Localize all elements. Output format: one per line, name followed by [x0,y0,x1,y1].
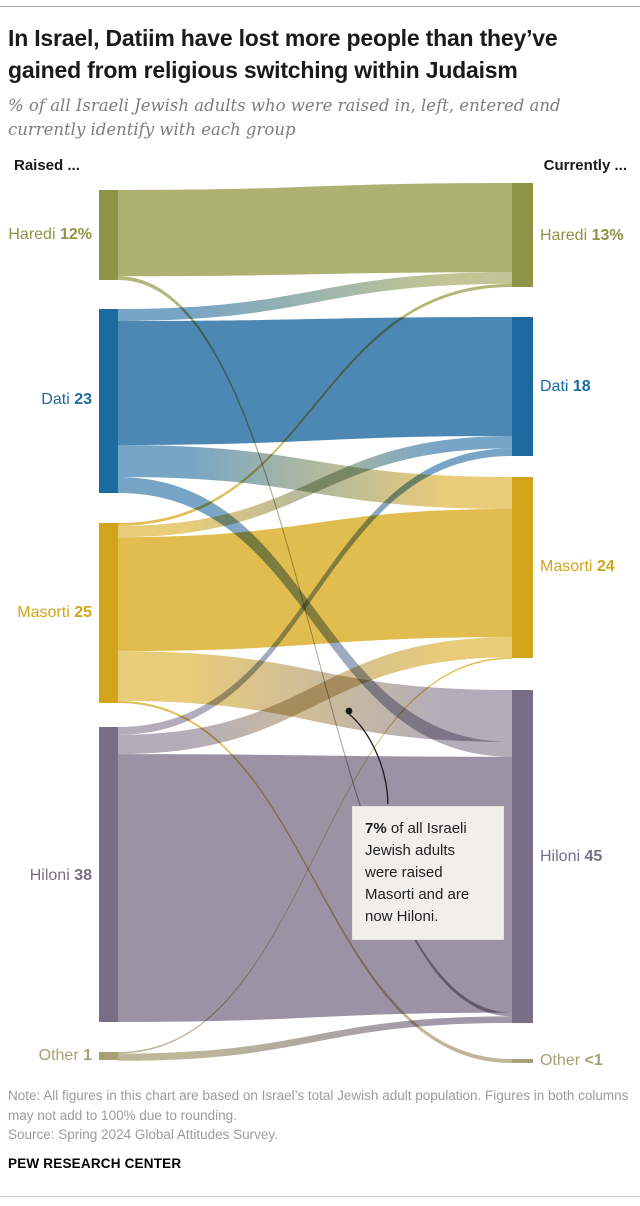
node-currently-haredi [512,183,533,287]
label-raised-haredi: Haredi 12% [8,226,92,243]
chart-subtitle: % of all Israeli Jewish adults who were … [8,96,561,139]
flow-haredi-to-hiloni [118,276,512,1017]
annotation-leader-line [348,713,389,805]
label-raised-masorti: Masorti 25 [17,604,92,621]
top-divider [0,6,640,7]
flow-dati-to-hiloni [118,477,512,757]
node-raised-hiloni [99,727,118,1022]
label-raised-hiloni: Hiloni 38 [29,867,92,884]
node-currently-other [512,1059,533,1063]
label-currently-masorti: Masorti 24 [540,558,615,575]
flow-dati-to-haredi [118,272,512,321]
column-header-currently: Currently ... [543,157,627,174]
node-raised-dati [99,309,118,493]
flow-masorti-to-haredi [118,283,512,526]
label-currently-hiloni: Hiloni 45 [540,848,603,865]
bottom-divider [0,1196,640,1197]
flow-masorti-to-other [118,700,512,1063]
flow-masorti-to-masorti [118,509,512,652]
node-currently-dati [512,317,533,456]
node-currently-hiloni [512,690,533,1023]
node-raised-haredi [99,190,118,280]
flow-other-to-masorti [118,657,512,1054]
flow-hiloni-to-dati [118,448,512,735]
annotation-callout: 7% of all Israeli Jewish adults were rai… [352,806,504,940]
brand-mark: PEW RESEARCH CENTER [8,1156,182,1171]
label-currently-haredi: Haredi 13% [540,227,624,244]
column-header-raised: Raised ... [14,157,80,174]
node-raised-masorti [99,523,118,703]
flow-other-to-hiloni [118,1016,512,1061]
annotation-dot [345,707,353,715]
label-currently-dati: Dati 18 [540,378,591,395]
flow-hiloni-to-masorti [118,637,512,755]
node-currently-masorti [512,477,533,658]
label-raised-other: Other 1 [38,1047,92,1064]
node-raised-other [99,1052,118,1060]
flow-dati-to-dati [118,317,512,445]
flow-dati-to-masorti [118,445,512,510]
flow-masorti-to-dati [118,436,512,538]
source-line: Source: Spring 2024 Global Attitudes Sur… [8,1127,278,1142]
flow-haredi-to-haredi [118,183,512,277]
footnote: Note: All figures in this chart are base… [8,1088,629,1123]
label-currently-other: Other <1 [540,1052,603,1069]
label-raised-dati: Dati 23 [41,391,92,408]
chart-title: In Israel, Datiim have lost more people … [8,25,558,83]
